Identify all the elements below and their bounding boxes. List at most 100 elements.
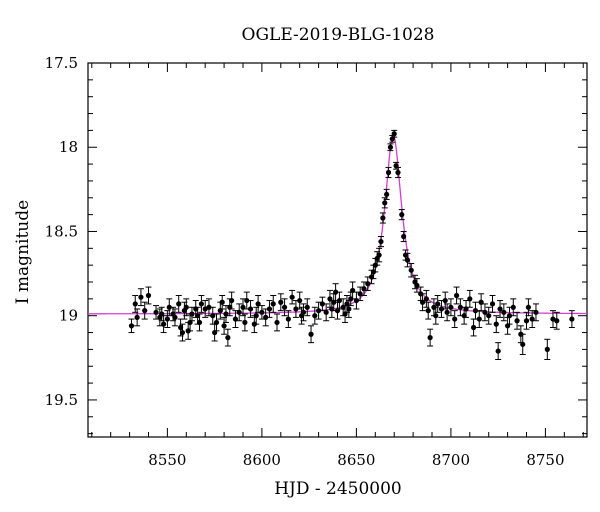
data-point — [395, 169, 401, 176]
data-point — [457, 304, 463, 310]
data-point — [138, 294, 144, 300]
data-point — [312, 313, 318, 319]
y-axis-ticks: 17.5 18 18.5 19 19.5 — [45, 54, 587, 435]
data-point — [293, 306, 299, 312]
data-point — [213, 319, 220, 326]
data-point — [448, 304, 454, 310]
data-point — [372, 262, 378, 268]
data-point — [164, 316, 170, 322]
data-point — [132, 301, 138, 307]
data-point — [378, 238, 384, 245]
data-point — [195, 313, 201, 319]
data-point — [382, 200, 388, 206]
data-point — [514, 318, 520, 324]
data-point — [554, 318, 560, 324]
data-point — [244, 297, 250, 304]
plot-area — [87, 62, 588, 438]
data-point — [452, 316, 458, 322]
model-curve — [88, 134, 588, 315]
data-point — [533, 309, 539, 315]
x-tick-label: 8700 — [432, 451, 470, 469]
data-point — [128, 323, 135, 329]
data-point — [161, 321, 167, 327]
data-point — [418, 291, 424, 297]
data-point — [176, 301, 182, 307]
data-point — [476, 316, 482, 322]
data-point — [259, 309, 265, 315]
data-point — [497, 306, 503, 312]
data-point — [206, 304, 212, 310]
data-point — [353, 297, 360, 304]
data-point — [438, 306, 445, 312]
data-point — [153, 309, 159, 315]
data-point — [242, 319, 248, 326]
data-point — [401, 233, 407, 240]
y-tick-label: 17.5 — [45, 54, 78, 72]
data-point — [236, 309, 242, 315]
data-points — [128, 131, 575, 354]
data-point — [370, 269, 377, 275]
data-point — [327, 296, 333, 302]
data-point — [223, 311, 229, 317]
data-point — [495, 348, 501, 354]
data-point — [525, 304, 532, 310]
data-point — [253, 313, 259, 319]
data-point — [142, 308, 148, 314]
y-axis-label: I magnitude — [13, 200, 33, 304]
data-point — [159, 311, 165, 317]
data-point — [423, 296, 429, 302]
data-point — [212, 329, 218, 336]
data-point — [281, 304, 288, 310]
x-tick-label: 8650 — [337, 451, 375, 469]
data-point — [179, 329, 186, 336]
data-point — [187, 319, 193, 326]
data-point — [270, 301, 276, 307]
data-point — [340, 304, 346, 310]
plot-frame — [87, 62, 588, 438]
x-axis-ticks: 8550 8600 8650 8700 8750 — [91, 63, 584, 469]
data-point — [506, 313, 513, 319]
data-point — [357, 291, 363, 297]
data-point — [425, 308, 431, 314]
data-point — [232, 316, 239, 322]
data-point — [297, 297, 303, 304]
data-point — [414, 282, 420, 288]
data-point — [145, 292, 152, 299]
data-point — [333, 289, 339, 295]
data-point — [193, 306, 199, 312]
y-tick-label: 19 — [59, 307, 78, 325]
data-point — [331, 299, 337, 305]
data-point — [501, 309, 507, 315]
data-point — [569, 316, 575, 322]
data-point — [520, 341, 526, 347]
data-point — [263, 314, 269, 320]
data-point — [266, 306, 273, 312]
x-axis-label: HJD - 2450000 — [274, 479, 402, 499]
data-point — [467, 296, 473, 302]
data-point — [510, 304, 516, 310]
data-point — [198, 301, 205, 307]
data-point — [178, 324, 184, 331]
data-point — [376, 252, 382, 258]
data-point — [319, 301, 325, 307]
data-point — [444, 309, 450, 315]
data-point — [470, 324, 477, 331]
data-point — [478, 299, 484, 305]
data-point — [348, 296, 354, 302]
data-point — [387, 144, 394, 150]
data-point — [472, 308, 479, 314]
x-tick-label: 8600 — [243, 451, 281, 469]
data-point — [384, 191, 390, 198]
data-point — [300, 309, 307, 315]
data-point — [482, 309, 488, 315]
data-point — [278, 299, 284, 305]
data-point — [391, 131, 397, 137]
data-point — [227, 304, 233, 310]
data-point — [463, 306, 469, 312]
data-point — [493, 321, 499, 327]
data-point — [196, 319, 203, 326]
data-point — [304, 304, 310, 310]
data-point — [183, 304, 189, 310]
data-point — [442, 297, 448, 304]
